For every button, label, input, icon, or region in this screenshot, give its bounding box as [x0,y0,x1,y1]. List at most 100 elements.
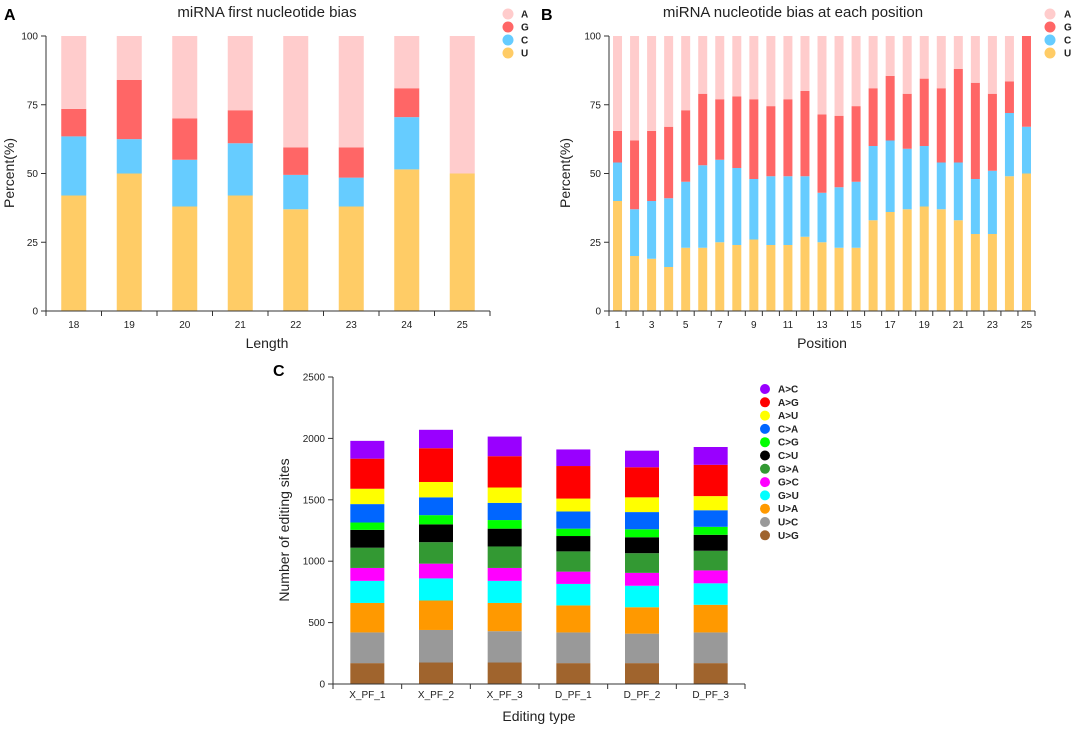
panel-b-bar-segment-g [919,78,929,147]
panel-c-y-tick-label: 2000 [303,434,326,445]
panel-b-bar-segment-u [902,209,912,311]
panel-b-bar-segment-u [1004,176,1014,311]
panel-b-x-tick-label: 7 [717,320,723,331]
panel-c-legend-swatch [760,463,770,474]
panel-c-bar-segment-u-to-c [487,631,522,663]
panel-b-title: miRNA nucleotide bias at each position [663,4,923,21]
panel-a-x-tick-label: 19 [124,320,136,331]
panel-c-x-tick-label: X_PF_1 [349,690,386,701]
panel-c-x-tick-label: D_PF_2 [624,690,661,701]
panel-b-bar-segment-u [1021,173,1031,311]
panel-b-legend-label: C [1064,36,1071,47]
panel-c-bar-segment-c-to-g [625,529,659,538]
panel-a-x-tick-label: 25 [457,320,469,331]
panel-b-legend-label: A [1064,10,1071,21]
panel-c-bar-segment-c-to-g [350,522,385,530]
panel-b-bar-segment-a [970,36,980,83]
panel-c-bar-segment-a-to-g [419,448,453,482]
panel-a-legend-label: G [521,23,529,34]
panel-b-legend-label: G [1064,23,1072,34]
panel-b-bar-segment-g [664,126,674,199]
panel-b-x-tick-label: 13 [816,320,828,331]
panel-b-bar-segment-a [647,36,657,131]
panel-c-legend-swatch [760,517,770,527]
panel-b-x-tick-label: 9 [751,320,757,331]
panel-c-legend-swatch [760,477,770,488]
panel-c-bar-segment-u-to-a [487,602,522,632]
panel-c-bar-segment-g-to-u [625,585,659,608]
panel-b-x-tick-label: 3 [649,320,655,331]
panel-c-bar-segment-g-to-a [625,553,659,573]
panel-b-bar-segment-a [834,36,844,116]
panel-a-legend-label: A [521,10,528,21]
panel-c-bar-segment-a-to-g [625,467,659,498]
panel-c-bar-segment-g-to-c [556,571,591,584]
panel-b-bar-segment-c [664,198,674,267]
panel-label-a: A [4,7,16,24]
panel-c-bar-segment-g-to-c [625,572,659,586]
panel-c-legend-label: U>C [778,518,798,529]
panel-a-bar-segment-a [172,36,198,119]
panel-a-bar-segment-g [283,147,309,175]
panel-b-legend-swatch [1044,8,1056,20]
panel-b-bar-segment-a [936,36,946,89]
panel-c-bar-segment-g-to-u [487,580,522,603]
panel-label-b: B [541,7,553,24]
panel-c-x-tick-label: X_PF_3 [487,690,524,701]
panel-c-bar-segment-g-to-c [419,563,453,579]
panel-a-bar-segment-u [394,169,420,312]
panel-label-c: C [273,363,285,380]
panel-b-bar-segment-u [647,258,657,311]
panel-c-legend-label: G>U [778,491,799,502]
panel-b-bar-segment-g [868,88,878,146]
panel-b-legend-swatch [1044,21,1056,33]
panel-c-legend-label: C>G [778,438,799,449]
panel-a-bar-segment-g [61,108,87,137]
panel-b-bar-segment-c [834,187,844,248]
panel-c-bar-segment-u-to-g [350,663,385,684]
panel-c-bar-segment-g-to-c [693,570,728,584]
panel-b-bar-segment-u [834,247,844,311]
panel-b-bar-segment-a [800,36,810,91]
panel-b-x-tick-label: 15 [851,320,863,331]
panel-b-x-tick-label: 11 [783,320,794,331]
panel-b-bar-segment-a [783,36,793,100]
panel-c-legend-swatch [760,410,770,421]
panel-b-bar-segment-c [919,146,929,207]
panel-b-y-tick-label: 25 [590,238,602,249]
panel-b-bar-segment-a [749,36,759,100]
panel-a-x-axis-label: Length [246,335,289,351]
panel-b-bar-segment-u [715,242,725,311]
panel-c-bar-segment-u-to-a [625,607,659,634]
panel-a-bar-segment-g [227,110,253,144]
panel-c-bar-segment-c-to-a [625,512,659,530]
panel-c-bar-segment-g-to-c [487,567,522,581]
panel-b-bar-segment-u [885,212,895,311]
panel-c-bar-segment-a-to-g [693,464,728,497]
panel-c-bar-segment-g-to-u [419,578,453,601]
panel-c-legend-swatch [760,397,770,408]
panel-b-bar-segment-g [987,93,997,171]
panel-c-bar-segment-g-to-a [419,542,453,564]
panel-c-bar-segment-g-to-u [350,580,385,603]
panel-b-bar-segment-c [817,192,827,243]
panel-a-legend-swatch [502,8,514,20]
panel-c-bar-segment-a-to-u [625,497,659,513]
panel-c-bar-segment-u-to-g [419,662,453,684]
panel-c-bar-segment-a-to-c [693,447,728,465]
panel-c-bar-segment-u-to-g [556,663,591,684]
panel-b-bar-segment-u [732,245,742,311]
panel-a-bar-segment-u [449,173,475,311]
panel-a-bar-segment-c [283,174,309,210]
panel-b-bar-segment-g [953,69,963,163]
panel-b-x-tick-label: 5 [683,320,689,331]
panel-b-bar-segment-g [749,99,759,179]
panel-c-y-tick-label: 500 [308,618,325,629]
panel-b-bar-segment-a [902,36,912,94]
panel-a-bar-segment-u [116,173,142,311]
panel-a-bar-segment-c [116,139,142,174]
panel-b-bar-segment-c [732,168,742,245]
panel-c-bar-segment-c-to-a [350,504,385,523]
panel-a-y-axis-label: Percent(%) [1,138,17,208]
panel-a-x-tick-label: 20 [179,320,191,331]
